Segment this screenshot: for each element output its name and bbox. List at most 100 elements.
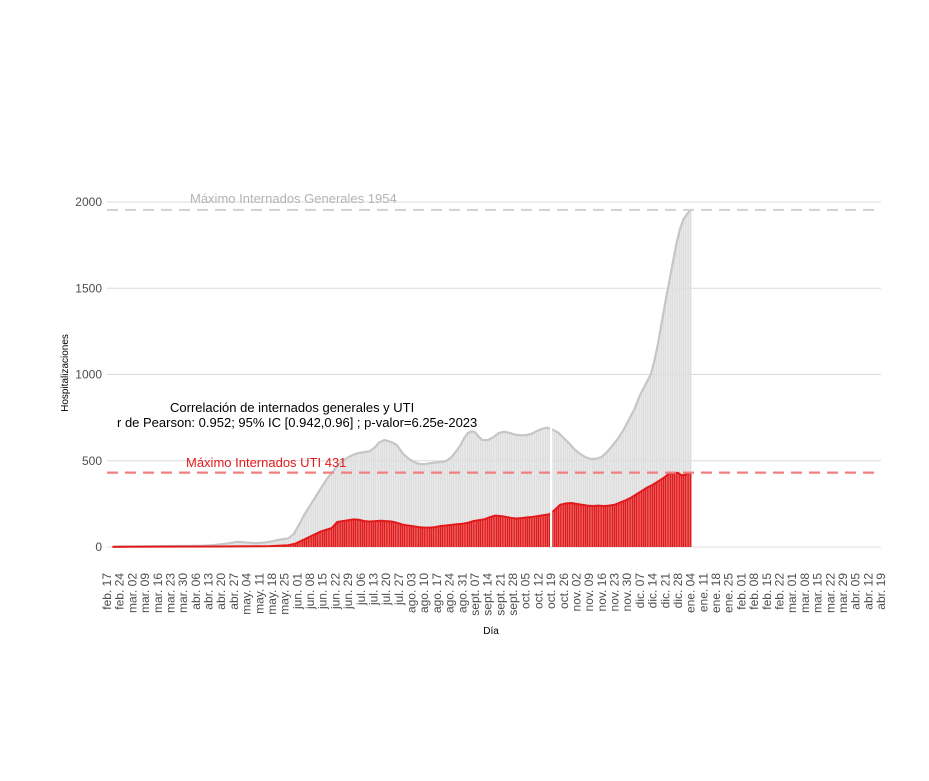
bar — [338, 464, 340, 547]
bar — [570, 503, 572, 547]
bar — [622, 429, 625, 547]
bar — [689, 472, 692, 547]
bar — [307, 508, 309, 547]
x-tick-label: abr. 12 — [861, 573, 875, 610]
bar — [517, 434, 520, 547]
x-tick-label: sept. 21 — [493, 573, 507, 616]
bar — [234, 542, 237, 547]
bar — [599, 505, 601, 547]
bar — [247, 542, 250, 547]
bar — [356, 453, 358, 547]
bar — [677, 472, 679, 547]
bar — [524, 517, 527, 547]
bar — [370, 521, 373, 547]
bar — [602, 455, 605, 547]
bar — [383, 521, 386, 547]
bar — [394, 444, 396, 547]
bar — [680, 475, 683, 547]
bar — [349, 456, 351, 547]
bar — [311, 502, 313, 547]
x-tick-label: sept. 07 — [468, 573, 482, 616]
bar — [497, 515, 500, 547]
bar — [537, 430, 540, 547]
bar — [260, 542, 262, 547]
x-tick-label: feb. 08 — [747, 573, 761, 610]
bar — [581, 455, 583, 547]
bar — [292, 534, 295, 547]
bar — [338, 521, 340, 547]
bar — [566, 441, 569, 547]
bar — [436, 526, 438, 547]
bar — [669, 473, 672, 547]
bar — [405, 525, 407, 547]
bar — [626, 422, 628, 547]
bar — [276, 540, 279, 547]
bar — [334, 524, 337, 547]
bar — [457, 524, 460, 547]
bar — [403, 454, 406, 547]
bar — [450, 524, 453, 547]
bar — [559, 504, 561, 547]
bar — [360, 520, 362, 547]
bar — [532, 516, 534, 547]
bar — [684, 474, 686, 547]
bar — [577, 452, 580, 547]
bar — [590, 505, 592, 547]
bar — [668, 473, 670, 547]
bar — [628, 419, 630, 547]
bar — [390, 442, 393, 547]
bar — [389, 441, 391, 547]
bar — [564, 503, 567, 547]
bar — [488, 517, 491, 547]
bar — [450, 457, 453, 547]
bar — [488, 439, 491, 547]
bar — [541, 515, 543, 548]
bar — [657, 343, 659, 547]
bar — [439, 462, 442, 547]
bar — [679, 229, 681, 547]
bar — [363, 452, 366, 548]
bar — [485, 518, 487, 547]
bar — [418, 463, 420, 547]
bar — [619, 435, 621, 547]
bar — [421, 464, 424, 547]
bar — [521, 435, 523, 547]
bar — [552, 429, 554, 547]
bar — [323, 482, 326, 547]
bar — [552, 511, 554, 547]
bar — [273, 540, 275, 547]
x-tick-label: ago. 03 — [405, 573, 419, 613]
bar — [418, 527, 420, 547]
bar — [497, 433, 500, 547]
bar — [630, 497, 632, 547]
bar — [443, 461, 445, 547]
x-tick-label: may. 18 — [265, 573, 279, 615]
bar — [385, 440, 387, 547]
x-tick-label: oct. 12 — [531, 573, 545, 609]
x-axis-title: Día — [483, 626, 499, 637]
x-tick-label: mar. 16 — [151, 573, 165, 613]
bar — [648, 377, 650, 547]
bar — [443, 525, 445, 547]
bar — [396, 522, 398, 547]
bar — [244, 542, 246, 547]
bar — [610, 447, 612, 547]
bar — [611, 445, 614, 547]
bar — [407, 458, 409, 547]
x-tick-label: nov. 16 — [595, 573, 609, 612]
bar — [584, 457, 587, 547]
bar — [294, 530, 297, 547]
bar — [506, 517, 509, 547]
correlation-stats: r de Pearson: 0.952; 95% IC [0.942,0.96]… — [117, 415, 477, 430]
x-tick-label: jul. 20 — [379, 573, 393, 606]
bar — [548, 514, 551, 547]
bar — [528, 434, 531, 547]
x-tick-label: mar. 02 — [125, 573, 139, 613]
bar — [432, 462, 435, 547]
bar — [341, 521, 344, 548]
bar — [505, 432, 507, 547]
bar — [492, 437, 494, 547]
bar — [423, 527, 425, 547]
x-tick-label: mar. 30 — [176, 573, 190, 613]
bar — [437, 526, 440, 547]
